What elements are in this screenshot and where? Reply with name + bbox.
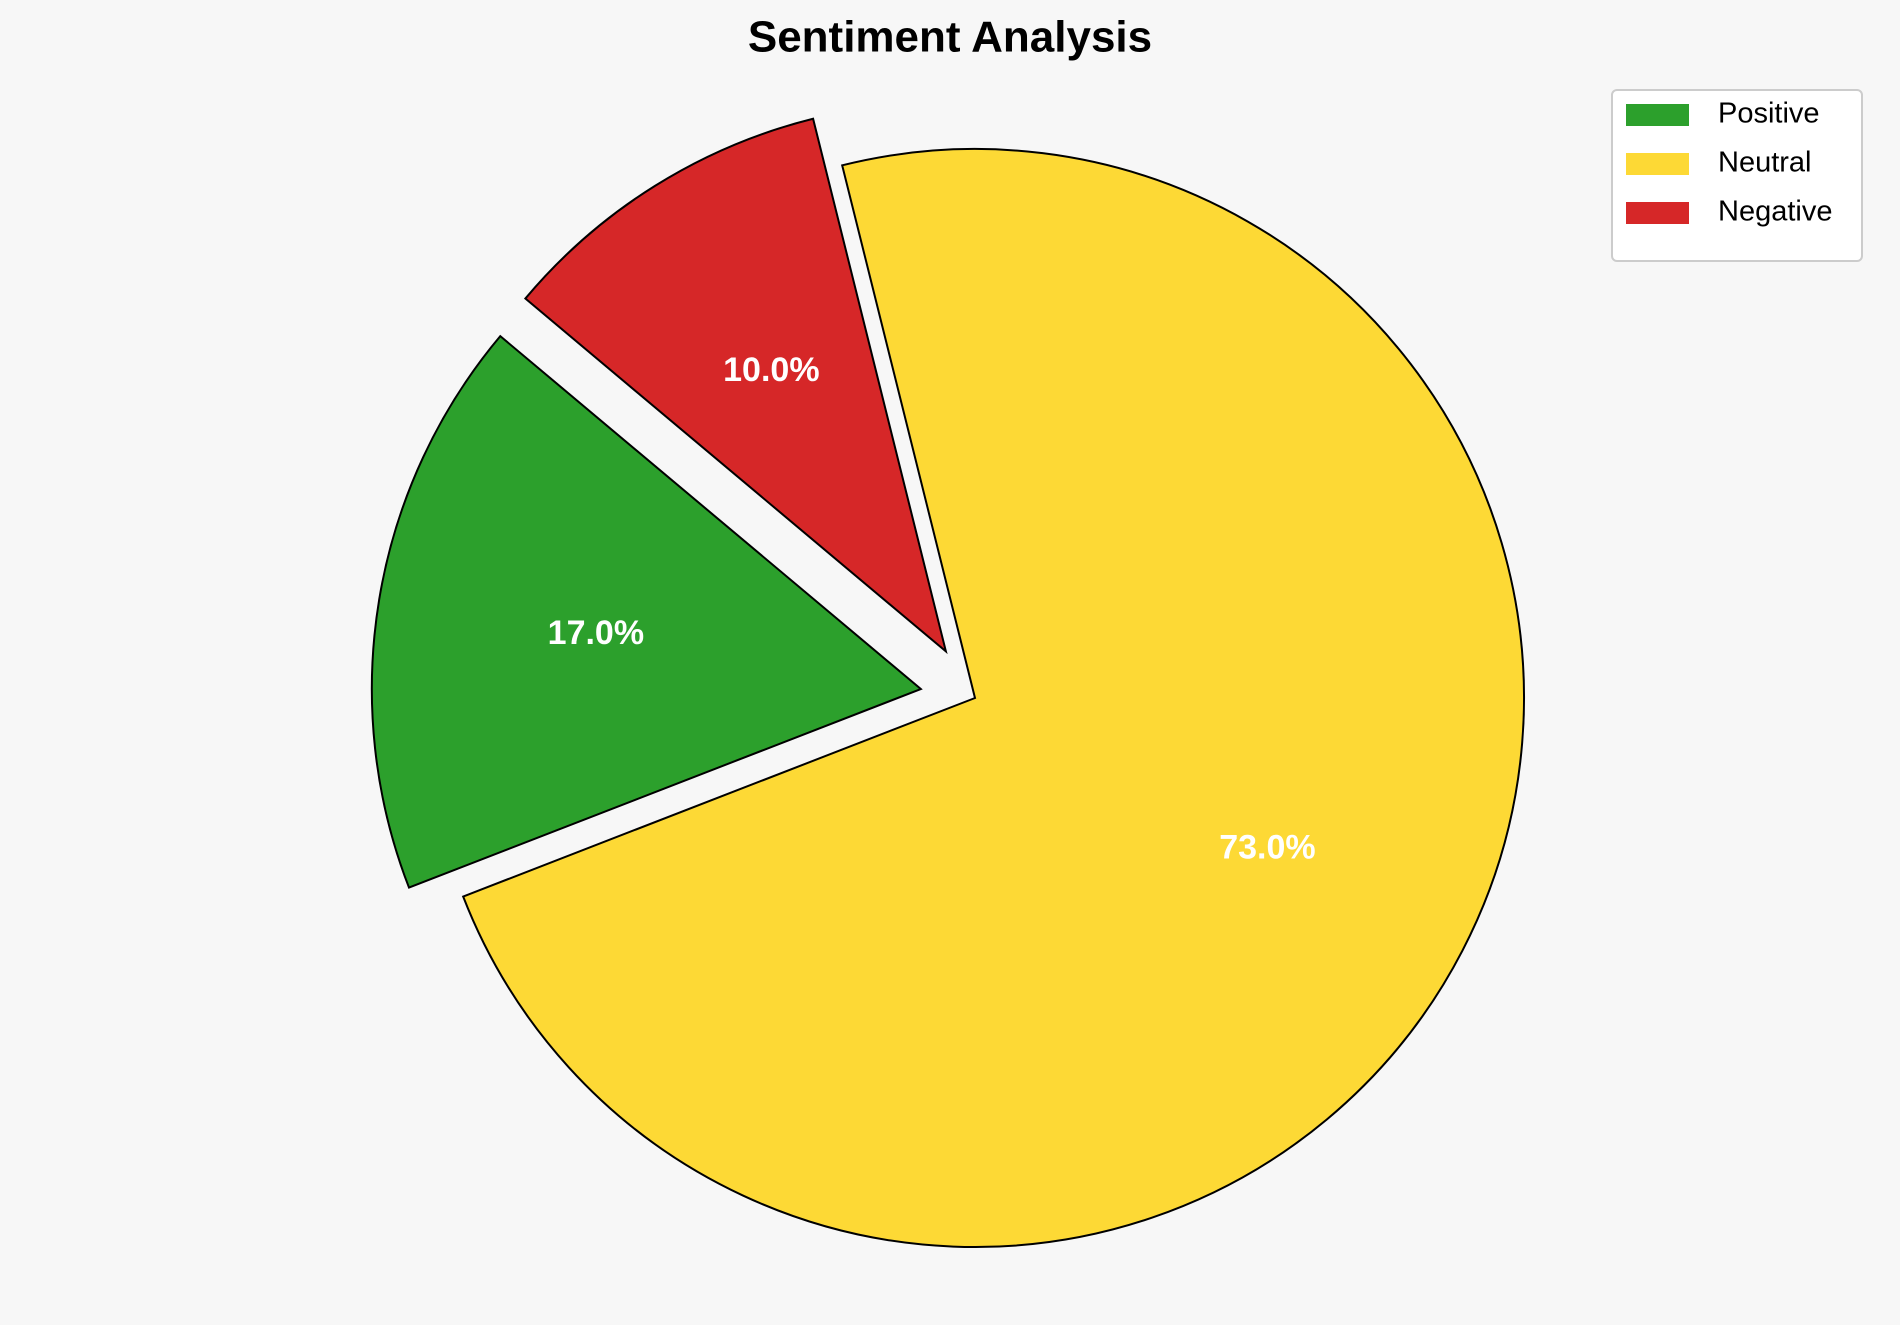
slice-label: 73.0% (1219, 829, 1315, 867)
legend-swatch (1626, 104, 1689, 126)
pie-slice (461, 148, 1525, 1248)
pie-slice (370, 334, 923, 889)
pie-slice (523, 117, 948, 655)
legend-swatch (1626, 153, 1689, 175)
legend-label: Positive (1718, 98, 1820, 130)
legend-label: Neutral (1718, 147, 1812, 179)
legend-label: Negative (1718, 196, 1832, 228)
legend-swatch (1626, 202, 1689, 224)
slice-label: 10.0% (723, 351, 819, 389)
chart-title: Sentiment Analysis (748, 13, 1152, 62)
slice-label: 17.0% (548, 614, 644, 652)
